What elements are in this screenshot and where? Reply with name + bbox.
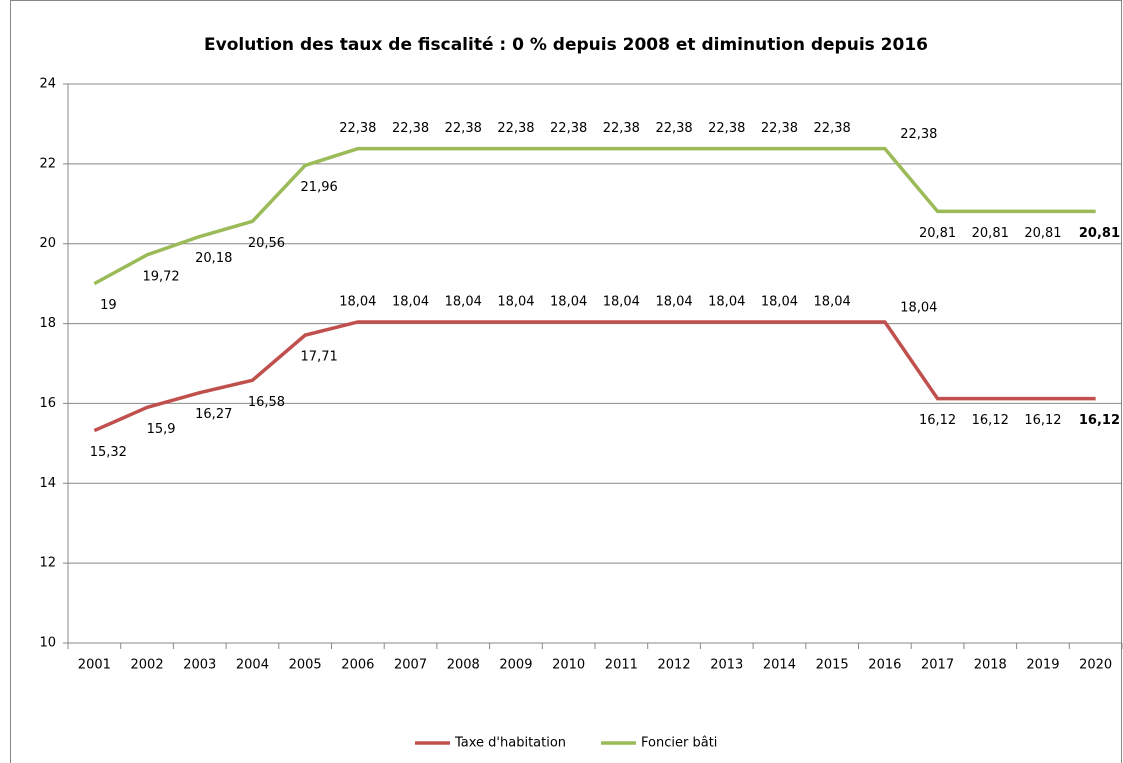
data-label: 18,04	[814, 294, 851, 309]
x-tick-label: 2015	[816, 658, 849, 673]
legend-label: Foncier bâti	[641, 736, 717, 751]
y-tick-label: 12	[39, 556, 56, 571]
data-label: 22,38	[603, 121, 640, 136]
x-tick-label: 2002	[131, 658, 164, 673]
data-label: 20,81	[1079, 226, 1120, 241]
data-label: 18,04	[603, 294, 640, 309]
legend-label: Taxe d'habitation	[454, 736, 566, 751]
x-tick-label: 2007	[394, 658, 427, 673]
data-label: 22,38	[497, 121, 534, 136]
data-label: 16,12	[1024, 413, 1061, 428]
data-label: 15,9	[147, 422, 176, 437]
data-label: 20,81	[919, 226, 956, 241]
data-label: 18,04	[900, 300, 937, 315]
data-label: 22,38	[445, 121, 482, 136]
x-tick-label: 2006	[341, 658, 374, 673]
x-tick-label: 2008	[447, 658, 480, 673]
data-label: 20,18	[195, 251, 232, 266]
data-label: 18,04	[655, 294, 692, 309]
x-tick-label: 2004	[236, 658, 269, 673]
data-label: 20,81	[1024, 226, 1061, 241]
data-label: 18,04	[445, 294, 482, 309]
data-label: 18,04	[497, 294, 534, 309]
data-label: 18,04	[761, 294, 798, 309]
data-label: 16,58	[248, 395, 285, 410]
x-tick-label: 2017	[921, 658, 954, 673]
data-label: 18,04	[392, 294, 429, 309]
x-tick-label: 2013	[710, 658, 743, 673]
x-tick-label: 2020	[1079, 658, 1112, 673]
data-label: 21,96	[301, 180, 338, 195]
data-label: 18,04	[550, 294, 587, 309]
data-label: 18,04	[339, 294, 376, 309]
chart-frame	[10, 0, 1122, 763]
data-label: 22,38	[900, 127, 937, 142]
x-tick-label: 2016	[868, 658, 901, 673]
y-tick-label: 16	[39, 396, 56, 411]
data-label: 20,81	[972, 226, 1009, 241]
series-line	[93, 320, 1096, 433]
data-label: 16,12	[1079, 413, 1120, 428]
data-label: 22,38	[761, 121, 798, 136]
data-label: 20,56	[248, 236, 285, 251]
y-tick-label: 22	[39, 156, 56, 171]
data-label: 19,72	[142, 269, 179, 284]
data-label: 22,38	[392, 121, 429, 136]
data-label: 15,32	[90, 445, 127, 460]
x-tick-label: 2003	[183, 658, 216, 673]
data-label: 18,04	[708, 294, 745, 309]
data-label: 19	[100, 298, 117, 313]
x-tick-label: 2019	[1026, 658, 1059, 673]
x-tick-label: 2014	[763, 658, 796, 673]
data-label: 16,12	[972, 413, 1009, 428]
y-tick-label: 24	[39, 77, 56, 92]
y-tick-label: 18	[39, 316, 56, 331]
y-tick-label: 10	[39, 636, 56, 651]
data-label: 22,38	[708, 121, 745, 136]
chart-title: Evolution des taux de fiscalité : 0 % de…	[204, 35, 928, 55]
x-tick-label: 2018	[974, 658, 1007, 673]
data-label: 16,12	[919, 413, 956, 428]
data-label: 22,38	[339, 121, 376, 136]
y-tick-label: 20	[39, 236, 56, 251]
x-tick-label: 2011	[605, 658, 638, 673]
x-tick-label: 2009	[499, 658, 532, 673]
data-label: 22,38	[814, 121, 851, 136]
x-tick-label: 2010	[552, 658, 585, 673]
y-tick-label: 14	[39, 476, 56, 491]
data-label: 22,38	[655, 121, 692, 136]
x-tick-label: 2005	[289, 658, 322, 673]
x-tick-label: 2012	[658, 658, 691, 673]
series-line	[93, 146, 1096, 286]
data-label: 22,38	[550, 121, 587, 136]
x-tick-label: 2001	[78, 658, 111, 673]
data-label: 16,27	[195, 407, 232, 422]
data-label: 17,71	[301, 350, 338, 365]
